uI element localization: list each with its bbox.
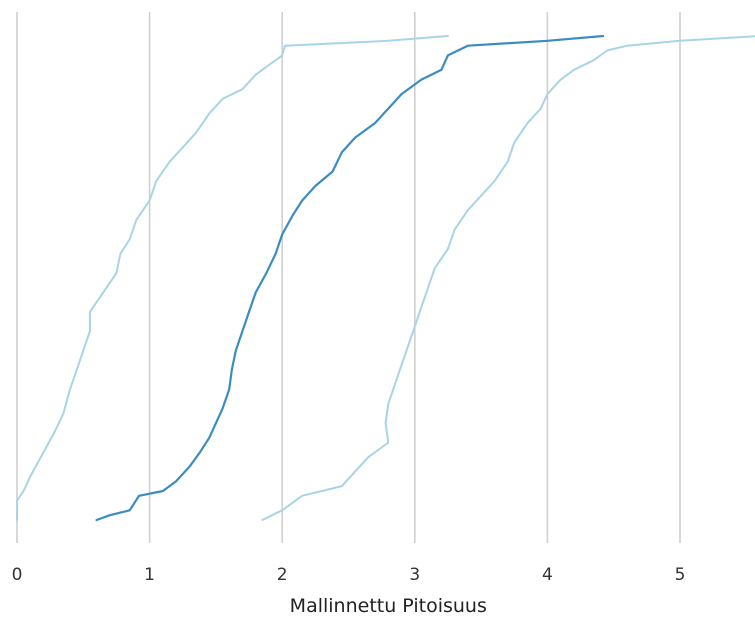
series-line-3 (261, 35, 755, 521)
series-line-2 (95, 34, 605, 522)
series-lines (16, 34, 755, 522)
series-line-1 (16, 35, 449, 521)
x-tick-label: 5 (675, 565, 686, 585)
x-tick-label: 0 (12, 565, 23, 585)
x-tick-label: 3 (409, 565, 420, 585)
x-tick-labels: 0 1 2 3 4 5 (12, 565, 686, 585)
x-tick-label: 1 (144, 565, 155, 585)
x-tick-label: 2 (277, 565, 288, 585)
gridlines (16, 12, 681, 543)
x-axis-label: Mallinnettu Pitoisuus (290, 595, 487, 617)
x-tick-label: 4 (542, 565, 553, 585)
